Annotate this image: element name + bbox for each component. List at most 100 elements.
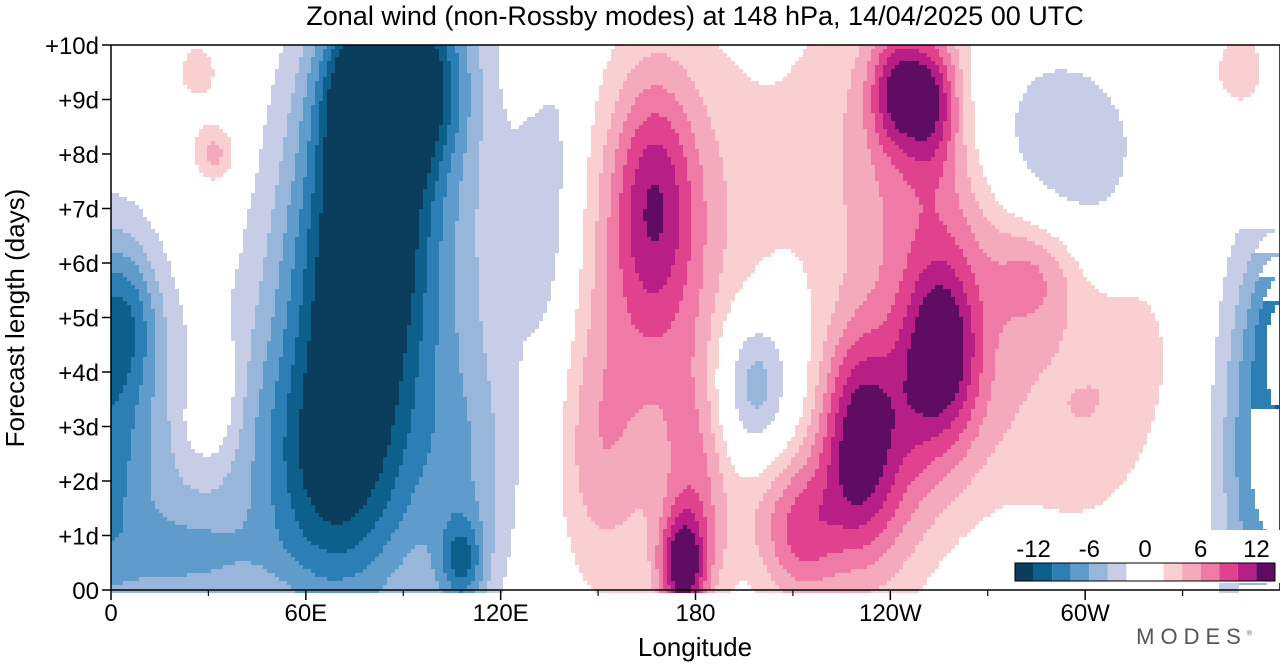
heat-cell (939, 185, 955, 189)
heat-cell (775, 541, 787, 545)
heat-cell (271, 85, 295, 89)
heat-cell (467, 537, 475, 541)
heat-cell (1211, 425, 1223, 429)
heat-cell (315, 293, 411, 297)
heat-cell (343, 577, 387, 581)
heat-cell (1015, 125, 1123, 129)
heat-cell (155, 357, 167, 361)
heat-cell (131, 257, 147, 261)
heat-cell (167, 353, 187, 357)
heat-cell (799, 417, 811, 421)
heat-cell (879, 269, 903, 273)
heat-cell (311, 497, 367, 501)
heat-cell (827, 325, 847, 329)
heat-cell (995, 377, 1039, 381)
heat-cell (955, 77, 963, 81)
heat-cell (475, 493, 495, 497)
heat-cell (455, 305, 479, 309)
heat-cell (279, 577, 327, 581)
heat-cell (175, 521, 243, 525)
heat-cell (111, 585, 291, 589)
heat-cell (999, 261, 1007, 265)
heat-cell (979, 393, 991, 397)
heat-cell (255, 449, 271, 453)
heat-cell (307, 345, 407, 349)
heat-cell (959, 389, 967, 393)
heat-cell (311, 329, 407, 333)
heat-cell (815, 437, 823, 441)
heat-cell (639, 273, 671, 277)
heat-cell (879, 77, 887, 81)
heat-cell (131, 369, 143, 373)
heat-cell (767, 489, 783, 493)
heat-cell (839, 365, 855, 369)
heat-cell (231, 297, 259, 301)
heat-cell (287, 205, 303, 209)
heat-cell (167, 393, 187, 397)
heat-cell (663, 497, 675, 501)
heat-cell (827, 481, 839, 485)
heat-cell (1031, 261, 1059, 265)
heat-cell (639, 125, 671, 129)
heat-cell (447, 141, 455, 145)
heat-cell (699, 577, 707, 581)
heat-cell (407, 433, 431, 437)
heat-cell (459, 345, 483, 349)
heat-cell (579, 565, 651, 569)
heat-cell (883, 49, 895, 53)
heat-cell (675, 497, 699, 501)
heat-cell (671, 461, 707, 465)
heat-cell (239, 429, 255, 433)
heat-cell (299, 413, 395, 417)
heat-cell (439, 273, 455, 277)
heat-cell (123, 505, 155, 509)
heat-cell (607, 129, 623, 133)
heat-cell (623, 277, 639, 281)
heat-cell (979, 389, 991, 393)
heat-cell (487, 361, 519, 365)
heat-cell (483, 125, 511, 129)
heat-cell (1211, 521, 1227, 525)
heat-cell (1259, 277, 1275, 281)
heat-cell (971, 229, 999, 233)
heat-cell (859, 49, 871, 53)
heat-cell (299, 125, 311, 129)
heat-cell (527, 117, 559, 121)
heat-cell (947, 101, 951, 105)
heat-cell (239, 253, 267, 257)
heat-cell (699, 565, 703, 569)
heat-cell (479, 189, 559, 193)
heat-cell (439, 165, 451, 169)
heat-cell (439, 169, 451, 173)
heat-cell (151, 497, 251, 501)
heat-cell (479, 157, 563, 161)
heat-cell (823, 397, 831, 401)
heat-cell (583, 497, 663, 501)
heat-cell (1235, 465, 1251, 469)
heat-cell (895, 413, 923, 417)
heat-cell (111, 273, 123, 277)
heat-cell (847, 413, 895, 417)
heat-cell (307, 265, 315, 269)
heat-cell (1067, 309, 1151, 313)
heat-cell (395, 421, 411, 425)
heat-cell (415, 289, 427, 293)
x-tick-label: 120E (473, 600, 529, 627)
heat-cell (623, 177, 635, 181)
heat-cell (1059, 261, 1079, 265)
heat-cell (467, 141, 479, 145)
heat-cell (907, 353, 963, 357)
heat-cell (735, 405, 755, 409)
heat-cell (459, 193, 479, 197)
heat-cell (807, 369, 819, 373)
heat-cell (715, 533, 727, 537)
heat-cell (139, 393, 155, 397)
heat-cell (207, 149, 223, 153)
heat-cell (319, 125, 327, 129)
heat-cell (327, 45, 335, 49)
heat-cell (891, 69, 931, 73)
heat-cell (667, 53, 727, 57)
heat-cell (475, 589, 487, 593)
heat-cell (827, 473, 839, 477)
heat-cell (471, 581, 479, 585)
